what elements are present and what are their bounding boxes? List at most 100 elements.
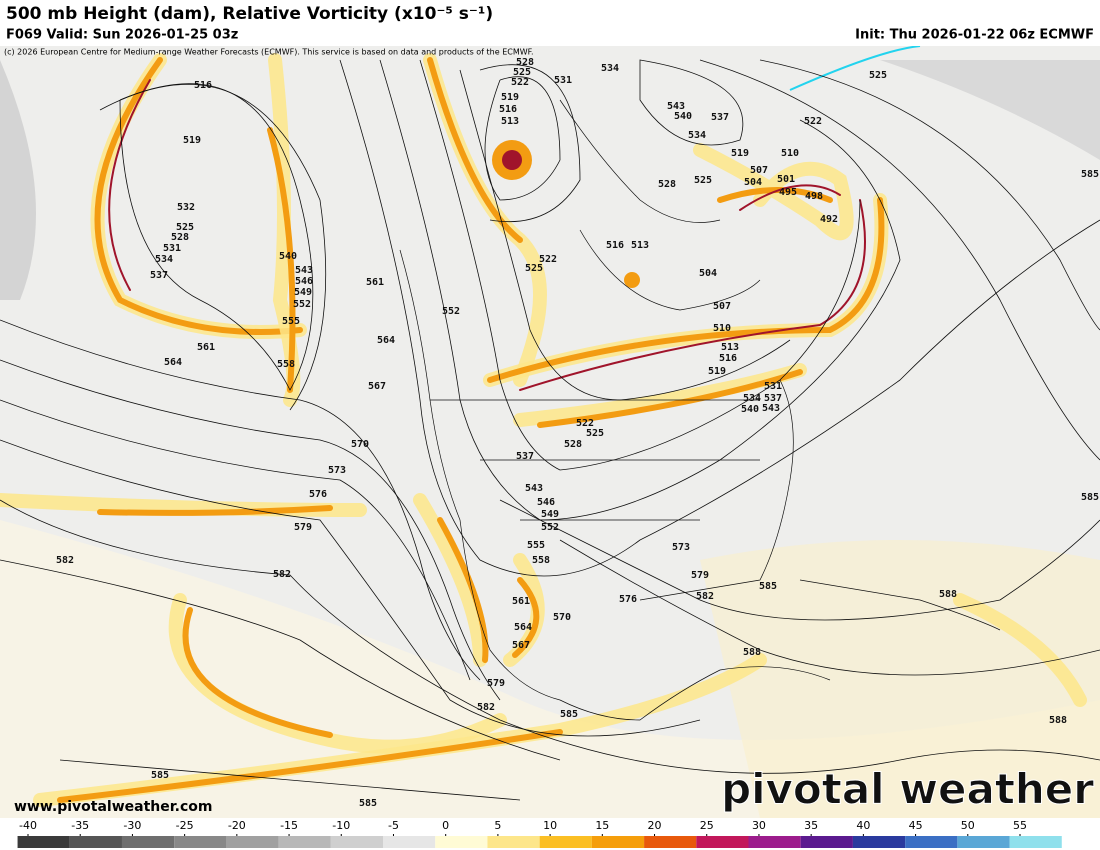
colorbar: -40 -35 -30 -25 -20 -15 -10 -5 0 5 10 15 20 25 30 35 40 4… [17,819,1062,848]
contour-label: 561 [512,596,530,607]
contour-label: 561 [366,277,384,288]
contour-label: 522 [511,77,529,88]
colorbar-tick-label: 10 [543,819,557,832]
contour-label: 495 [779,187,797,198]
contour-label: 531 [163,243,181,254]
colorbar-tick-label: -40 [19,819,37,832]
valid-time: F069 Valid: Sun 2026-01-25 03z [6,28,238,43]
contour-label: 532 [177,202,195,213]
colorbar-swatch [121,836,175,848]
contour-label: 582 [477,702,495,713]
title: 500 mb Height (dam), Relative Vorticity … [6,4,493,24]
logo: pivotal weather [721,765,1094,814]
contour-label: 576 [619,594,637,605]
contour-label: 534 [155,254,173,265]
contour-label: 513 [501,116,519,127]
contour-label: 585 [151,770,169,781]
contour-label: 537 [711,112,729,123]
contour-label: 579 [487,678,505,689]
contour-label: 579 [691,570,709,581]
contour-label: 528 [564,439,582,450]
contour-label: 498 [805,191,823,202]
colorbar-tick-label: -15 [280,819,298,832]
contour-label: 507 [713,301,731,312]
colorbar-swatch [278,836,331,848]
contour-label: 543 [762,403,780,414]
contour-label: 585 [359,798,377,809]
contour-label: 519 [731,148,749,159]
colorbar-tick-label: 45 [909,819,923,832]
contour-label: 519 [183,135,201,146]
contour-label: 516 [499,104,517,115]
colorbar-tick-label: 20 [648,819,662,832]
colorbar-tick-label: 15 [595,819,609,832]
colorbar-tick-label: 5 [494,819,501,832]
contour-label: 510 [781,148,799,159]
contour-label: 567 [368,381,386,392]
colorbar-swatch [435,836,488,848]
contour-label: 534 [601,63,619,74]
contour-label: 555 [527,540,545,551]
contour-label: 588 [939,589,957,600]
contour-label: 525 [176,222,194,233]
contour-label: 531 [764,381,782,392]
contour-label: 519 [501,92,519,103]
contour-label: 507 [750,165,768,176]
contour-label: 501 [777,174,795,185]
colorbar-tick-label: 25 [700,819,714,832]
colorbar-swatch [174,836,227,848]
header-bg [0,0,1100,46]
colorbar-swatch [591,836,645,848]
colorbar-tick-label: -5 [388,819,399,832]
contour-label: 513 [721,342,739,353]
colorbar-tick-label: 50 [961,819,975,832]
contour-label: 555 [282,316,300,327]
colorbar-tick-label: 30 [752,819,766,832]
contour-label: 522 [804,116,822,127]
colorbar-swatch [226,836,279,848]
contour-label: 552 [541,522,559,533]
contour-label: 588 [743,647,761,658]
contour-label: 540 [741,404,759,415]
colorbar-swatch [852,836,906,848]
colorbar-swatch [17,836,70,848]
contour-label: 570 [553,612,571,623]
colorbar-tick-label: 55 [1013,819,1027,832]
colorbar-swatch [800,836,853,848]
contour-label: 543 [667,101,685,112]
contour-label: 540 [279,251,297,262]
contour-label: 588 [1049,715,1067,726]
contour-labels: 5165195325255285315345375405435465495525… [56,57,1099,809]
contour-label: 528 [516,57,534,68]
contour-label: 516 [606,240,624,251]
contour-label: 525 [513,67,531,78]
colorbar-tick-label: 40 [856,819,870,832]
contour-label: 564 [377,335,395,346]
contour-label: 492 [820,214,838,225]
contour-label: 534 [743,393,761,404]
colorbar-swatch [1009,836,1062,848]
contour-label: 564 [514,622,532,633]
colorbar-swatch [748,836,801,848]
website: www.pivotalweather.com [14,799,213,815]
colorbar-swatch [957,836,1010,848]
colorbar-swatch [330,836,384,848]
contour-label: 528 [658,179,676,190]
contour-label: 504 [699,268,717,279]
contour-label: 567 [512,640,530,651]
contour-label: 537 [150,270,168,281]
contour-label: 528 [171,232,189,243]
contour-label: 513 [631,240,649,251]
colorbar-swatch [383,836,436,848]
colorbar-tick-label: -35 [71,819,89,832]
contour-label: 537 [516,451,534,462]
contour-label: 522 [576,418,594,429]
colorbar-tick-label: -10 [332,819,350,832]
contour-label: 543 [525,483,543,494]
contour-label: 546 [537,497,555,508]
contour-label: 564 [164,357,182,368]
colorbar-swatch [69,836,122,848]
contour-label: 585 [1081,169,1099,180]
colorbar-tick-label: 0 [442,819,449,832]
